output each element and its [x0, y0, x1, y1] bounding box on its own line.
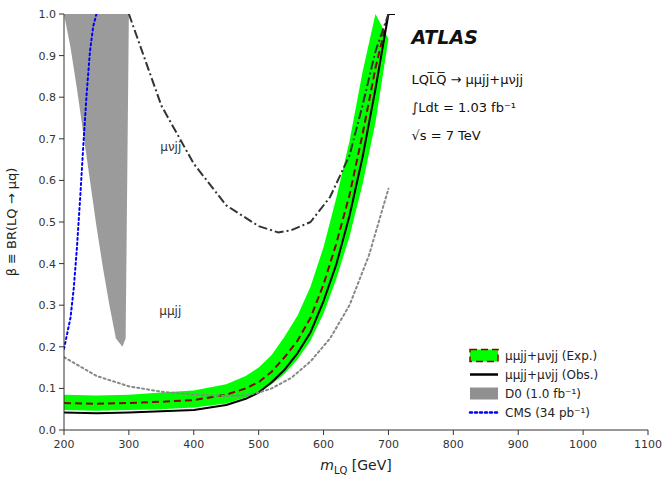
line [64, 14, 395, 413]
y-tick [59, 55, 64, 56]
y-tick-label: 0.0 [39, 424, 57, 437]
axes: 200 300 400 500 600 700 800 900 1000 1100 0.0 0.1 0.… [39, 8, 663, 451]
y-tick-label: 0.9 [39, 50, 57, 63]
x-axis-label-part: [GeV] [347, 457, 391, 473]
legend: μμjj+μνjj (Exp.) μμjj+μνjj (Obs.) D0 (1.0 … [470, 349, 598, 420]
line [64, 14, 395, 404]
annotation: ∫Ldt = 1.03 fb⁻¹ [411, 100, 516, 115]
y-tick [59, 97, 64, 98]
legend-label: μμjj+μνjj (Exp.) [505, 349, 597, 363]
y-tick-label: 0.3 [39, 299, 57, 312]
y-tick-label: 0.6 [39, 174, 57, 187]
band [64, 14, 388, 411]
x-tick-label: 1000 [569, 438, 597, 451]
x-tick [583, 430, 584, 435]
area [64, 14, 129, 347]
x-axis-line [64, 430, 648, 431]
x-tick [64, 430, 65, 435]
legend-label: μμjj+μνjj (Obs.) [505, 368, 598, 382]
y-tick [59, 180, 64, 181]
x-tick-label: 900 [508, 438, 529, 451]
x-tick [388, 430, 389, 435]
y-tick-label: 0.7 [39, 133, 57, 146]
y-tick-label: 1.0 [39, 8, 57, 21]
x-tick-label: 200 [54, 438, 75, 451]
x-tick [193, 430, 194, 435]
line [64, 14, 98, 349]
y-tick [59, 222, 64, 223]
x-tick [518, 430, 519, 435]
y-tick [59, 138, 64, 139]
x-tick-label: 1100 [634, 438, 662, 451]
y-tick [59, 305, 64, 306]
x-tick [648, 430, 649, 435]
y-axis-label: β ≡ BR(LQ → μq) [4, 168, 19, 277]
y-tick-label: 0.2 [39, 341, 57, 354]
x-tick-label: 700 [378, 438, 399, 451]
legend-swatch [470, 350, 498, 362]
x-tick-label: 300 [118, 438, 139, 451]
x-tick [128, 430, 129, 435]
legend-label: D0 (1.0 fb⁻¹) [505, 387, 581, 401]
y-tick [59, 388, 64, 389]
x-tick-label: 500 [248, 438, 269, 451]
y-tick [59, 346, 64, 347]
y-tick [59, 14, 64, 15]
x-tick-label: 400 [183, 438, 204, 451]
y-tick-label: 0.1 [39, 382, 57, 395]
curve-label: μμjj [159, 304, 181, 318]
x-tick-label: 800 [443, 438, 464, 451]
annotations: ATLAS LQL̅Q̅ → μμjj+μνjj ∫Ldt = 1.03 fb⁻¹ √… [159, 26, 523, 318]
chart-container: 200 300 400 500 600 700 800 900 1000 1100 0.0 0.1 0.… [0, 0, 664, 480]
plot-area [64, 14, 395, 413]
legend-swatch [470, 411, 498, 414]
x-axis-label-part: LQ [334, 465, 348, 476]
legend-swatch [470, 388, 498, 400]
x-tick-label: 600 [313, 438, 334, 451]
line [64, 189, 388, 396]
y-tick-label: 0.4 [39, 258, 57, 271]
experiment-label: ATLAS [409, 26, 477, 48]
curve-label: μνjj [160, 140, 181, 154]
legend-label: CMS (34 pb⁻¹) [505, 406, 590, 420]
chart: 200 300 400 500 600 700 800 900 1000 1100 0.0 0.1 0.… [0, 0, 664, 480]
y-tick-label: 0.8 [39, 91, 57, 104]
x-axis-label-part: m [320, 457, 334, 473]
annotation: LQL̅Q̅ → μμjj+μνjj [411, 72, 523, 87]
background [0, 0, 664, 480]
y-tick [59, 263, 64, 264]
x-tick [453, 430, 454, 435]
x-tick [258, 430, 259, 435]
y-tick [59, 430, 64, 431]
annotation: √s = 7 TeV [411, 128, 480, 143]
legend-swatch [470, 373, 498, 376]
y-tick-label: 0.5 [39, 216, 57, 229]
x-tick [323, 430, 324, 435]
x-axis-label: mLQ [GeV] [320, 457, 392, 476]
line [129, 14, 389, 232]
